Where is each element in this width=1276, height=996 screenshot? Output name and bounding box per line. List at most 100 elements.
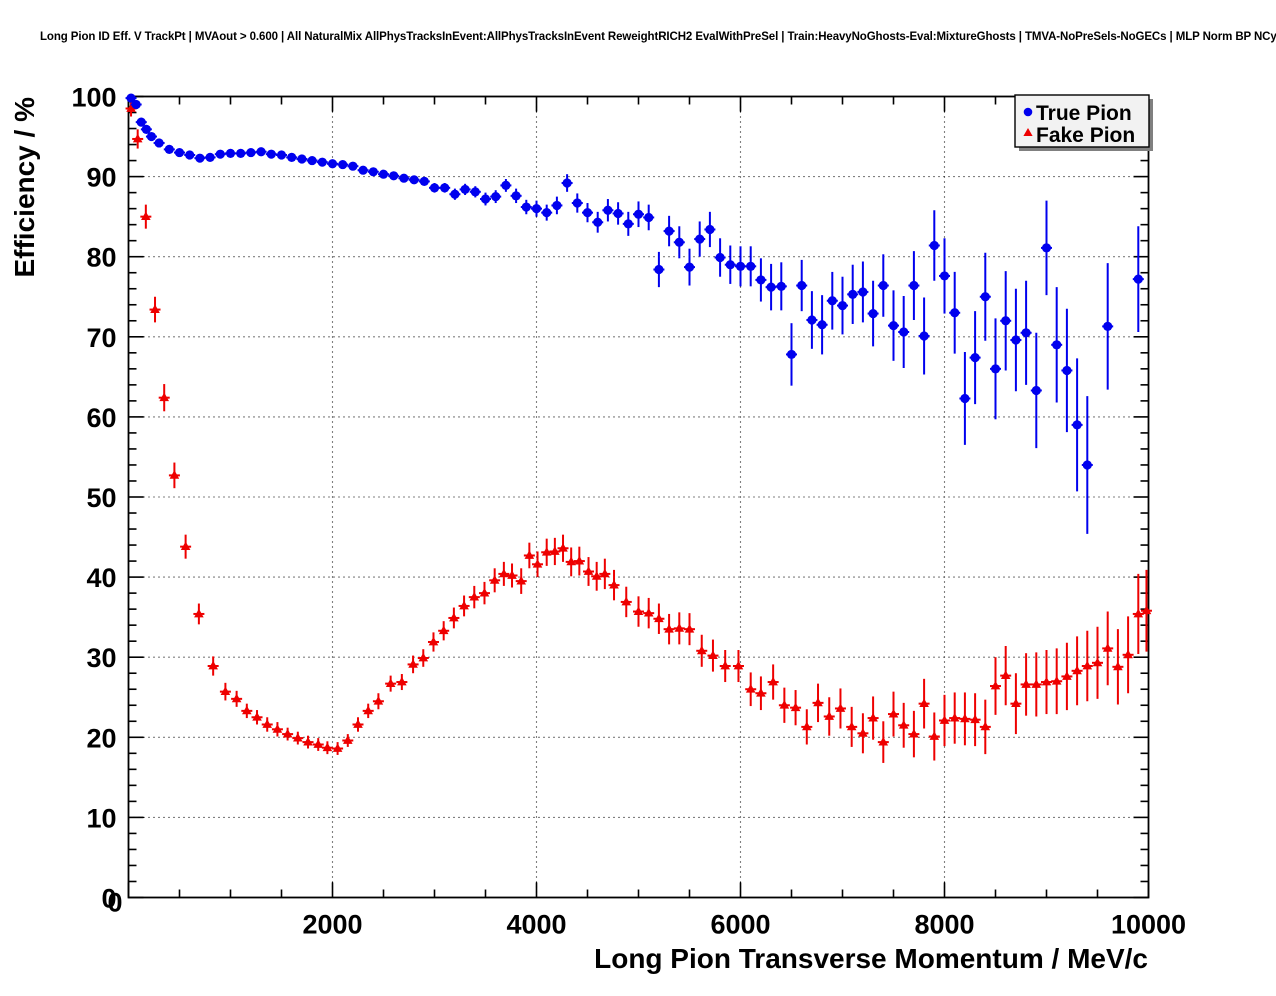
data-point-marker [150, 304, 160, 313]
data-point-marker [790, 702, 801, 712]
series-fake-pion [125, 100, 1152, 763]
data-point-marker [745, 684, 756, 693]
data-point-marker [131, 99, 141, 110]
data-point-marker [909, 280, 919, 291]
data-point-marker [593, 217, 603, 227]
data-point-marker [262, 719, 273, 728]
data-point-marker [664, 623, 674, 633]
y-tick-label: 40 [86, 563, 116, 593]
data-point-marker [521, 202, 531, 212]
data-point-marker [779, 700, 790, 709]
data-point-marker [990, 364, 1001, 374]
data-point-marker [929, 731, 940, 740]
data-point-marker [566, 556, 576, 566]
data-point-marker [949, 712, 960, 722]
y-tick-label: 0 [101, 884, 116, 914]
x-origin-tick-label: 0 [107, 888, 122, 918]
data-point-marker [837, 300, 848, 311]
data-point-marker [516, 575, 526, 585]
y-axis-tick-labels: 0 10 20 30 40 50 60 70 80 90 100 [71, 83, 116, 914]
data-point-marker [242, 705, 252, 715]
data-point-marker [633, 209, 644, 219]
data-point-marker [252, 712, 262, 721]
data-point-marker [141, 124, 151, 134]
data-point-marker [136, 117, 146, 127]
data-point-marker [603, 205, 613, 215]
data-point-marker [276, 150, 287, 160]
data-point-marker [499, 568, 509, 578]
data-point-marker [756, 688, 766, 697]
data-point-marker [756, 275, 766, 285]
data-point-marker [858, 287, 868, 297]
data-point-marker [802, 721, 812, 731]
data-point-marker [1021, 679, 1031, 688]
data-point-marker [817, 320, 827, 330]
data-point-marker [194, 608, 204, 618]
legend-label-fake-pion[interactable]: Fake Pion [1036, 124, 1135, 147]
data-point-marker [1082, 460, 1092, 470]
data-point-marker [1102, 643, 1113, 652]
x-tick-label: 4000 [506, 910, 566, 940]
data-point-marker [813, 697, 823, 707]
data-point-marker [348, 161, 358, 171]
data-point-marker [786, 349, 797, 360]
data-point-marker [541, 547, 552, 556]
data-point-marker [919, 331, 929, 341]
data-point-marker [429, 183, 440, 193]
chart-legend[interactable]: True Pion Fake Pion [1014, 94, 1153, 151]
data-point-marker [399, 173, 409, 183]
data-point-marker [705, 224, 715, 235]
data-point-marker [990, 680, 1001, 690]
data-point-marker [868, 712, 878, 722]
data-point-marker [1082, 660, 1093, 670]
data-point-marker [215, 149, 225, 159]
data-point-marker [1000, 670, 1011, 680]
data-point-marker [438, 625, 449, 635]
x-axis-ticks [127, 96, 1150, 898]
legend-marker-triangle-icon [1023, 128, 1033, 136]
data-point-marker [363, 705, 373, 715]
data-point-marker [542, 208, 552, 218]
data-point-marker [501, 180, 511, 191]
data-point-marker [939, 715, 950, 724]
data-point-marker [338, 159, 348, 170]
page-title: Long Pion ID Eff. V TrackPt | MVAout > 0… [40, 31, 1276, 43]
data-point-marker [768, 676, 778, 686]
data-point-marker [715, 252, 725, 263]
data-point-marker [633, 606, 644, 615]
data-point-marker [1092, 657, 1103, 667]
x-axis-tick-labels: 2000 4000 6000 8000 10000 0 [107, 888, 1186, 940]
y-axis-ticks [128, 95, 1149, 899]
data-point-marker [327, 159, 338, 169]
legend-marker-circle-icon [1023, 107, 1033, 117]
y-tick-label: 70 [86, 323, 116, 353]
data-point-marker [126, 93, 136, 103]
data-point-marker [1011, 698, 1021, 708]
legend-label-true-pion[interactable]: True Pion [1036, 102, 1132, 125]
data-point-marker [449, 612, 459, 622]
data-point-marker [408, 659, 418, 668]
data-point-marker [231, 693, 242, 703]
data-point-marker [1141, 605, 1152, 615]
data-point-marker [169, 470, 180, 479]
data-point-marker [562, 178, 572, 188]
data-point-marker [491, 192, 501, 202]
data-point-marker [332, 743, 343, 752]
data-point-marker [552, 200, 562, 211]
y-tick-label: 100 [71, 83, 116, 113]
data-point-marker [1031, 385, 1041, 396]
data-point-marker [708, 650, 718, 659]
data-point-marker [970, 714, 980, 724]
y-tick-label: 60 [86, 403, 116, 433]
data-point-marker [684, 623, 695, 633]
x-axis-title: Long Pion Transverse Momentum / MeV/c [594, 943, 1148, 974]
data-point-marker [480, 194, 491, 204]
data-point-marker [654, 613, 664, 623]
data-point-marker [1113, 661, 1123, 671]
data-point-marker [205, 152, 215, 162]
data-point-marker [220, 686, 231, 696]
data-point-marker [507, 570, 517, 579]
data-point-marker [389, 171, 399, 181]
data-point-marker [1021, 328, 1031, 338]
x-tick-label: 2000 [302, 910, 362, 940]
